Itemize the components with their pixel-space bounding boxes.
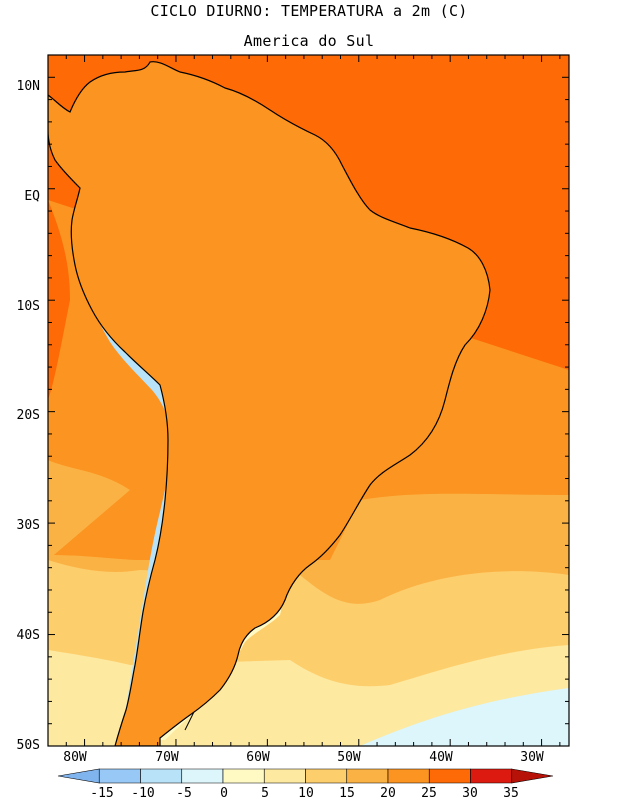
lat-label-10n: 10N (16, 79, 40, 94)
map-title: CICLO DIURNO: TEMPERATURA a 2m (C) (150, 2, 468, 20)
colorbar-swatch (305, 768, 348, 784)
lat-label-30s: 30S (16, 518, 40, 533)
colorbar-swatch (57, 768, 100, 784)
colorbar-swatch (181, 768, 224, 784)
lon-label-80w: 80W (63, 750, 87, 765)
colorbar-swatch (263, 768, 306, 784)
lat-label-50s: 50S (16, 738, 40, 753)
lat-label-40s: 40S (16, 628, 40, 643)
colorbar-label: 35 (503, 786, 519, 801)
colorbar-swatch (346, 768, 389, 784)
colorbar-label: 30 (462, 786, 478, 801)
axis-ticks (47, 55, 569, 747)
lat-label-eq: EQ (24, 189, 40, 204)
colorbar-label: 15 (339, 786, 355, 801)
colorbar-swatch (140, 768, 183, 784)
colorbar-swatch (428, 768, 471, 784)
colorbar-label: 5 (261, 786, 269, 801)
lon-label-30w: 30W (520, 750, 544, 765)
lon-label-40w: 40W (429, 750, 453, 765)
colorbar-label: 20 (380, 786, 396, 801)
colorbar-label: 0 (220, 786, 228, 801)
ocean-band-ice (360, 688, 569, 746)
colorbar-swatch (387, 768, 430, 784)
lat-label-10s: 10S (16, 299, 40, 314)
colorbar-swatch (98, 768, 141, 784)
lon-label-60w: 60W (246, 750, 270, 765)
map-frame (47, 54, 570, 747)
colorbar-label: 10 (298, 786, 314, 801)
colorbar-label: -15 (90, 786, 114, 801)
colorbar (57, 768, 554, 784)
colorbar-label: -10 (131, 786, 155, 801)
colorbar-label: 25 (421, 786, 437, 801)
lon-label-50w: 50W (337, 750, 361, 765)
colorbar-swatch (470, 768, 513, 784)
map-subtitle: America do Sul (243, 32, 375, 50)
lon-label-70w: 70W (155, 750, 179, 765)
colorbar-swatch (222, 768, 265, 784)
colorbar-swatch (511, 768, 554, 784)
colorbar-label: -5 (176, 786, 192, 801)
lat-label-20s: 20S (16, 408, 40, 423)
